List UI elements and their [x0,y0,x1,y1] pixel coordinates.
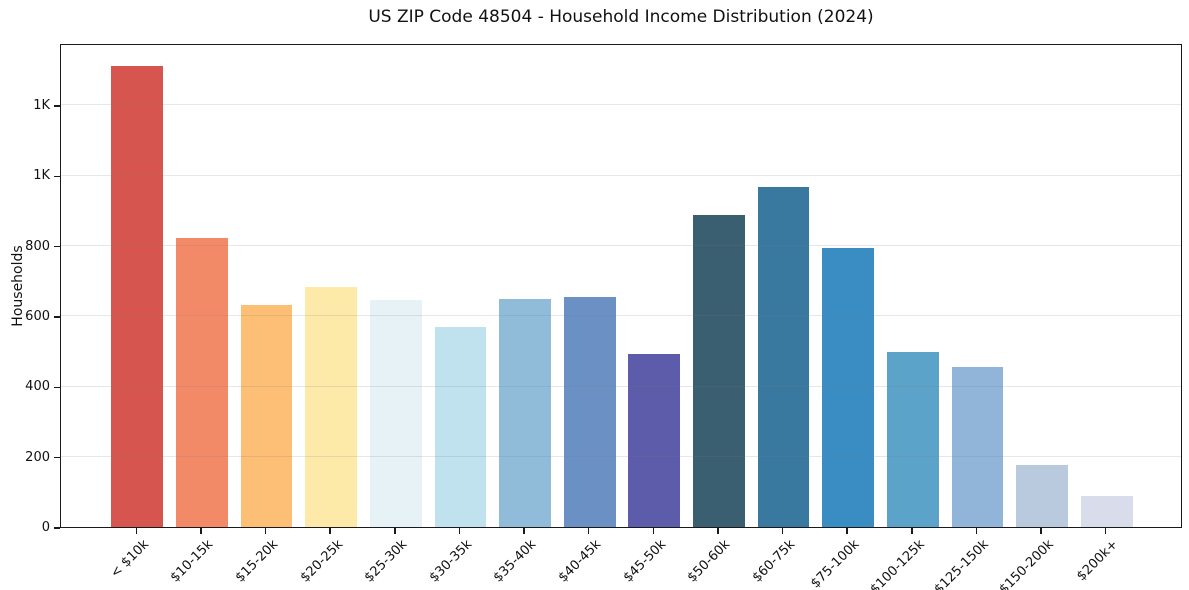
x-tick-mark [717,528,719,534]
y-tick-mark [54,316,60,318]
y-tick-label: 1K [33,97,50,113]
x-tick-label-text: $125-150k [931,537,993,590]
x-tick-mark [523,528,525,534]
gridline [61,385,1181,387]
gridline [61,456,1181,458]
x-tick-label-text: $35-40k [491,537,540,586]
bar [822,248,875,527]
bar [693,214,745,527]
bar [757,186,810,527]
x-tick-label-text: $40-45k [555,537,605,586]
x-tick-mark [394,528,396,534]
plot-area [60,44,1182,528]
x-tick-mark [1040,528,1042,534]
x-tick-mark [135,528,138,534]
x-tick-mark [329,528,331,534]
bar [563,297,616,527]
bar [1080,495,1133,527]
bar [111,65,164,527]
chart-title: US ZIP Code 48504 - Household Income Dis… [368,7,874,27]
x-tick-mark [846,528,848,534]
bar [305,286,358,527]
bar [628,353,681,527]
bar [499,299,551,527]
x-tick-label-text: $200k+ [1074,537,1122,585]
bar [434,327,487,527]
x-tick-mark [458,528,461,534]
x-tick-label-text: $150-200k [996,537,1057,590]
x-tick-label-text: $10-15k [168,537,217,586]
y-tick-label: 200 [25,449,50,465]
y-tick-mark [54,245,60,248]
x-tick-label-text: $15-20k [232,537,282,586]
gridline [61,174,1181,176]
x-tick-label-text: $20-25k [297,537,346,586]
gridline [61,315,1181,317]
y-tick-label: 0 [41,520,50,535]
x-tick-label-text: $100-125k [867,537,928,590]
bar [1016,464,1068,527]
y-tick-label: 1K [33,168,50,184]
y-tick-mark [54,105,60,107]
x-tick-label-text: $45-50k [620,537,669,586]
bar [886,352,939,527]
x-tick-label-text: < $10k [107,537,152,582]
x-tick-label-text: $30-35k [426,537,476,586]
x-tick-label-text: $75-100k [808,537,863,590]
x-tick-mark [975,528,978,534]
bar [369,300,422,527]
x-tick-mark [1104,528,1107,534]
bar [240,305,293,527]
y-tick-mark [54,456,60,459]
y-tick-mark [54,175,60,177]
x-tick-mark [781,528,784,534]
bar [176,237,228,527]
gridline [61,104,1181,106]
x-tick-mark [911,528,913,534]
x-tick-mark [200,528,202,534]
y-tick-label: 400 [25,379,50,395]
x-tick-mark [264,528,267,534]
y-tick-label: 600 [25,308,50,324]
x-tick-label-text: $60-75k [749,537,799,586]
x-tick-label-text: $25-30k [361,537,411,586]
gridline [61,245,1181,247]
x-tick-label-text: $50-60k [685,537,734,586]
bar [951,366,1004,527]
y-tick-label: 800 [25,238,50,254]
y-tick-mark [54,386,60,389]
x-tick-mark [587,528,590,534]
y-tick-mark [54,527,60,529]
x-tick-mark [652,528,655,534]
